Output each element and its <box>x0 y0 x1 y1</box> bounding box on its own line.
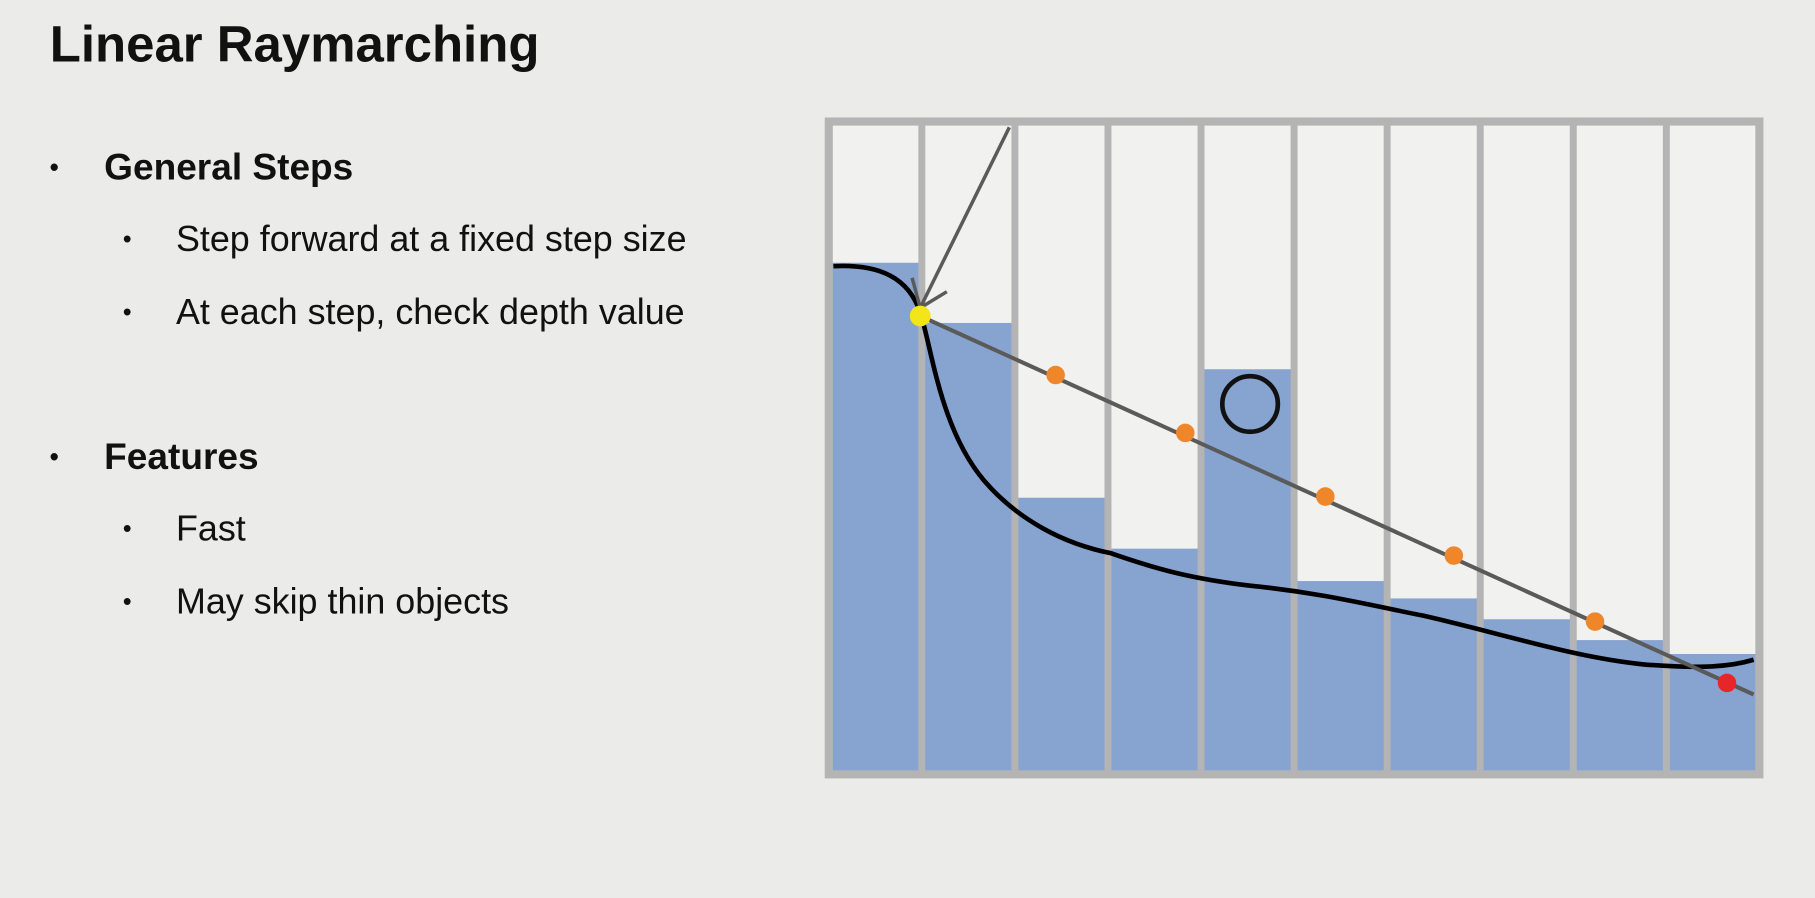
depth-bar <box>1201 369 1295 771</box>
step-point <box>1176 423 1195 443</box>
bullet-general-steps: • General Steps <box>50 145 354 189</box>
depth-bar <box>921 322 1015 771</box>
depth-bar <box>1014 497 1108 771</box>
bullet-skip-thin: • May skip thin objects <box>123 581 509 623</box>
bullet-step-forward: • Step forward at a fixed step size <box>123 218 687 261</box>
bullet-text: May skip thin objects <box>175 581 509 622</box>
bullet-icon: • <box>122 586 132 616</box>
step-point <box>1585 612 1605 631</box>
depth-bar <box>1107 548 1202 771</box>
depth-surface-curve <box>833 263 1755 670</box>
bullet-icon: • <box>122 224 132 254</box>
section-heading: General Steps <box>104 145 354 188</box>
skipped-object-marker <box>1220 373 1281 435</box>
slide-title: Linear Raymarching <box>49 16 540 73</box>
depth-bar <box>1480 619 1574 771</box>
bullet-icon: • <box>49 441 59 471</box>
depth-bar <box>1666 653 1760 771</box>
step-point <box>1046 365 1065 385</box>
bullet-icon: • <box>122 297 132 327</box>
diagram-frame <box>824 117 1764 779</box>
section-heading: Features <box>104 435 259 477</box>
bullet-fast: • Fast <box>123 508 246 550</box>
bullet-icon: • <box>49 152 59 182</box>
bullet-icon: • <box>122 513 132 543</box>
bullet-text: Step forward at a fixed step size <box>175 218 687 260</box>
bullet-text: Fast <box>175 508 246 549</box>
step-point <box>1316 487 1335 506</box>
start-point <box>909 305 931 327</box>
step-point <box>1444 546 1464 565</box>
depth-bar <box>828 262 922 771</box>
hit-point <box>1717 673 1737 693</box>
incoming-ray <box>918 126 1011 309</box>
depth-bar <box>1294 581 1388 771</box>
bullet-text: At each step, check depth value <box>175 291 685 333</box>
bullet-features: • Features <box>50 435 259 478</box>
bullet-check-depth: • At each step, check depth value <box>123 291 685 334</box>
